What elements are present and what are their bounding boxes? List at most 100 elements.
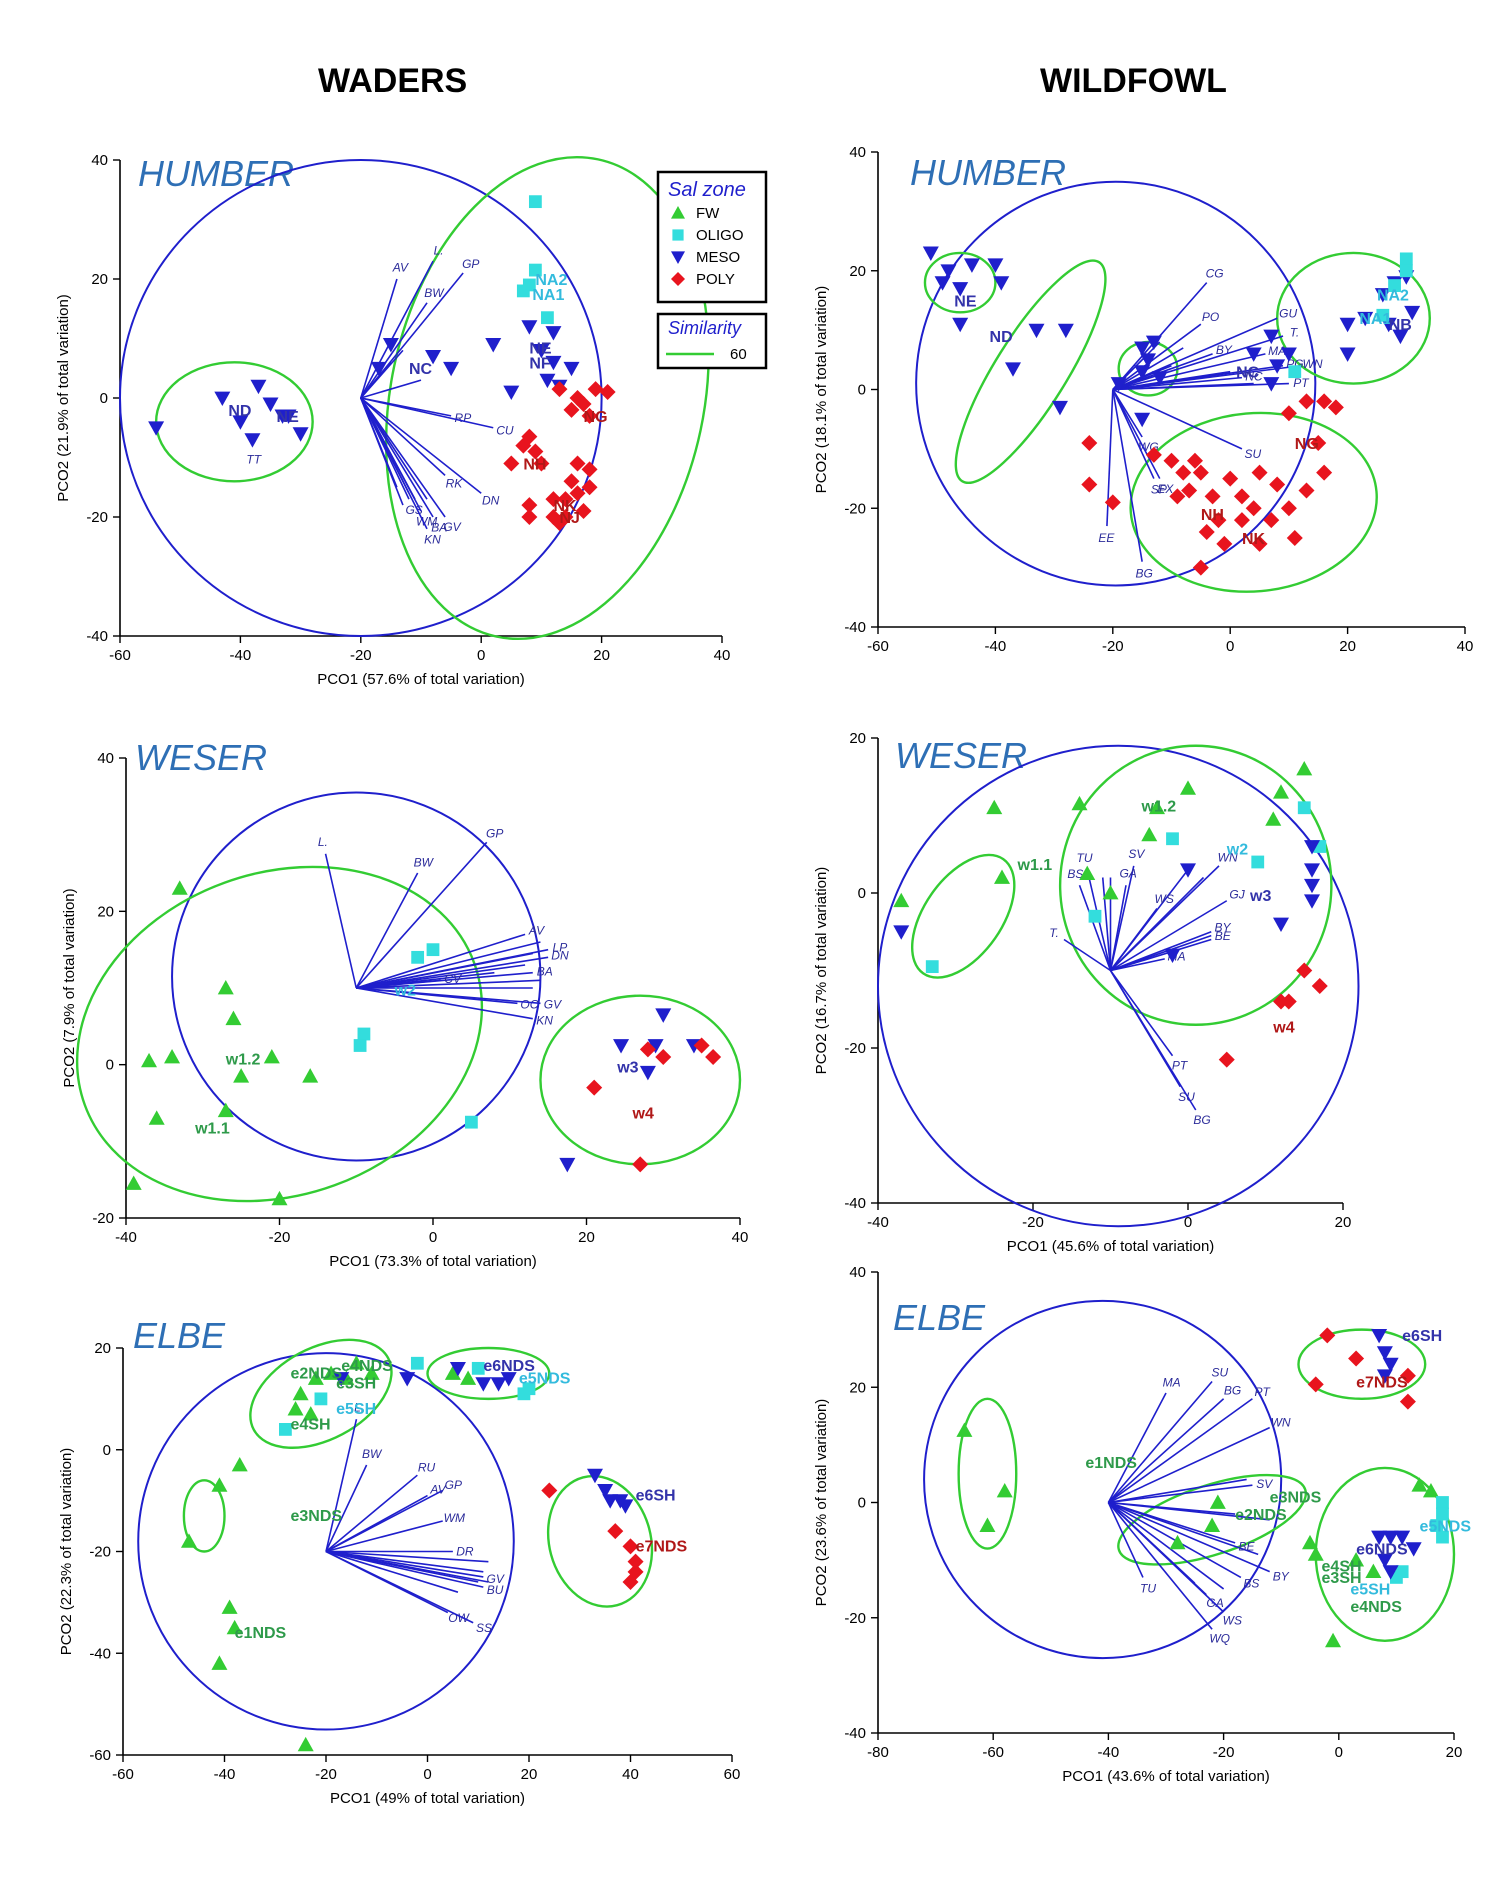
data-point-meso xyxy=(1164,948,1181,963)
x-tick-label: -20 xyxy=(1213,1744,1235,1761)
data-point-fw xyxy=(125,1175,142,1190)
data-point-poly xyxy=(693,1037,710,1054)
x-tick-label: -20 xyxy=(315,1766,337,1783)
vector-label: DR xyxy=(456,1545,474,1559)
data-point-poly xyxy=(1307,1376,1324,1393)
y-tick-label: 0 xyxy=(858,885,866,902)
chart-wildfowl-weser: -40 -20 0 20 -40 -20 0 20 PCO1 (45.6% of total v… xyxy=(813,730,1360,1255)
data-point-poly xyxy=(1399,1393,1416,1410)
vector-line xyxy=(1108,1501,1236,1544)
similarity-ellipse xyxy=(1058,744,1333,1026)
vector-line xyxy=(356,979,441,989)
vector-line xyxy=(360,302,428,399)
vector-label: LP xyxy=(553,940,568,954)
vector-line xyxy=(325,1474,418,1553)
data-point-meso xyxy=(1134,412,1151,428)
vector-line xyxy=(1109,865,1220,972)
vector-label: BS xyxy=(1067,867,1083,881)
vector-line xyxy=(1110,900,1228,972)
y-tick-label: 20 xyxy=(97,903,114,920)
data-point-meso xyxy=(1371,1328,1388,1344)
vector-label: PT xyxy=(1293,376,1310,390)
group-label: NA2 xyxy=(535,272,567,289)
vector-line xyxy=(1109,970,1174,1057)
data-point-meso xyxy=(292,427,309,442)
vector-label: SS xyxy=(476,1621,492,1635)
data-point-fw xyxy=(1169,1534,1186,1550)
vector-label: TU xyxy=(1140,1581,1156,1595)
y-tick-label: -20 xyxy=(844,500,866,517)
group-label: NG xyxy=(1295,436,1319,453)
vector-label: PT xyxy=(1172,1058,1189,1072)
data-point-meso xyxy=(503,385,520,401)
data-point-meso xyxy=(1110,377,1127,392)
data-point-meso xyxy=(1357,311,1374,327)
chart-wildfowl-elbe: -80 -60 -40 -20 0 20 -40 -20 0 20 40 PCO1 (43.6% of… xyxy=(813,1264,1471,1785)
vector-line xyxy=(1110,931,1212,972)
data-point-meso xyxy=(214,391,231,406)
data-point-meso xyxy=(893,925,910,940)
data-point-poly xyxy=(1186,452,1203,469)
chart-title: HUMBER xyxy=(910,152,1066,193)
vector-circle xyxy=(137,1352,515,1731)
data-point-fw xyxy=(231,1457,248,1472)
data-point-poly xyxy=(1311,978,1328,994)
data-point-fw xyxy=(141,1052,158,1068)
data-point-oligo xyxy=(1399,264,1413,278)
legend-label: FW xyxy=(696,205,720,222)
data-point-poly xyxy=(586,1079,603,1096)
vector-line xyxy=(1107,1501,1225,1613)
x-axis-label: PCO1 (57.6% of total variation) xyxy=(317,671,525,688)
data-point-meso xyxy=(1404,305,1421,321)
vector-label: T. xyxy=(1049,926,1059,940)
data-point-poly xyxy=(1280,993,1297,1010)
x-tick-label: 20 xyxy=(1339,638,1356,655)
vector-circle xyxy=(923,1299,1283,1660)
data-point-fw xyxy=(1071,795,1088,811)
vector-label: WN xyxy=(1271,1416,1291,1430)
vector-line xyxy=(1108,1426,1271,1504)
vector-label: OC xyxy=(520,997,538,1011)
data-point-poly xyxy=(655,1049,672,1065)
data-point-oligo xyxy=(1388,279,1401,292)
x-tick-label: -40 xyxy=(214,1766,236,1783)
vector-label: BW xyxy=(414,855,435,869)
vector-circle xyxy=(877,744,1360,1228)
group-label: NC xyxy=(409,361,433,378)
data-point-oligo xyxy=(471,1361,485,1375)
vector-label: RK xyxy=(446,476,464,490)
y-tick-label: 20 xyxy=(91,271,108,288)
y-tick-label: -40 xyxy=(86,628,108,645)
vector-label: RU xyxy=(418,1460,436,1474)
data-point-poly xyxy=(1181,482,1198,499)
data-point-poly xyxy=(705,1049,722,1065)
data-point-oligo xyxy=(314,1392,328,1406)
legend-marker-meso xyxy=(671,251,685,264)
data-point-fw xyxy=(233,1068,250,1083)
vector-line xyxy=(1107,1392,1167,1503)
group-label: ND xyxy=(228,403,251,420)
data-point-poly xyxy=(545,509,562,525)
vector-label: PO xyxy=(1202,310,1219,324)
data-point-meso xyxy=(1382,1565,1399,1580)
data-point-poly xyxy=(1399,1367,1416,1384)
data-point-meso xyxy=(370,361,387,377)
chart-title: WESER xyxy=(135,737,267,778)
data-point-meso xyxy=(250,379,267,395)
data-point-oligo xyxy=(528,195,542,209)
x-tick-label: 40 xyxy=(732,1229,749,1246)
data-point-fw xyxy=(956,1422,973,1437)
vector-label: BW xyxy=(424,286,445,300)
data-point-oligo xyxy=(353,1039,367,1052)
vector-label: L. xyxy=(434,244,444,258)
vector-label: PT xyxy=(1254,1385,1271,1399)
x-tick-label: 20 xyxy=(521,1766,538,1783)
data-point-oligo xyxy=(1088,909,1102,923)
vector-line xyxy=(325,1464,368,1552)
legend-marker-fw xyxy=(671,206,685,219)
vector-line xyxy=(355,841,488,989)
data-point-meso xyxy=(449,1361,466,1377)
vector-label: SU xyxy=(1245,447,1262,461)
data-point-meso xyxy=(521,320,538,335)
data-point-meso xyxy=(993,276,1010,291)
